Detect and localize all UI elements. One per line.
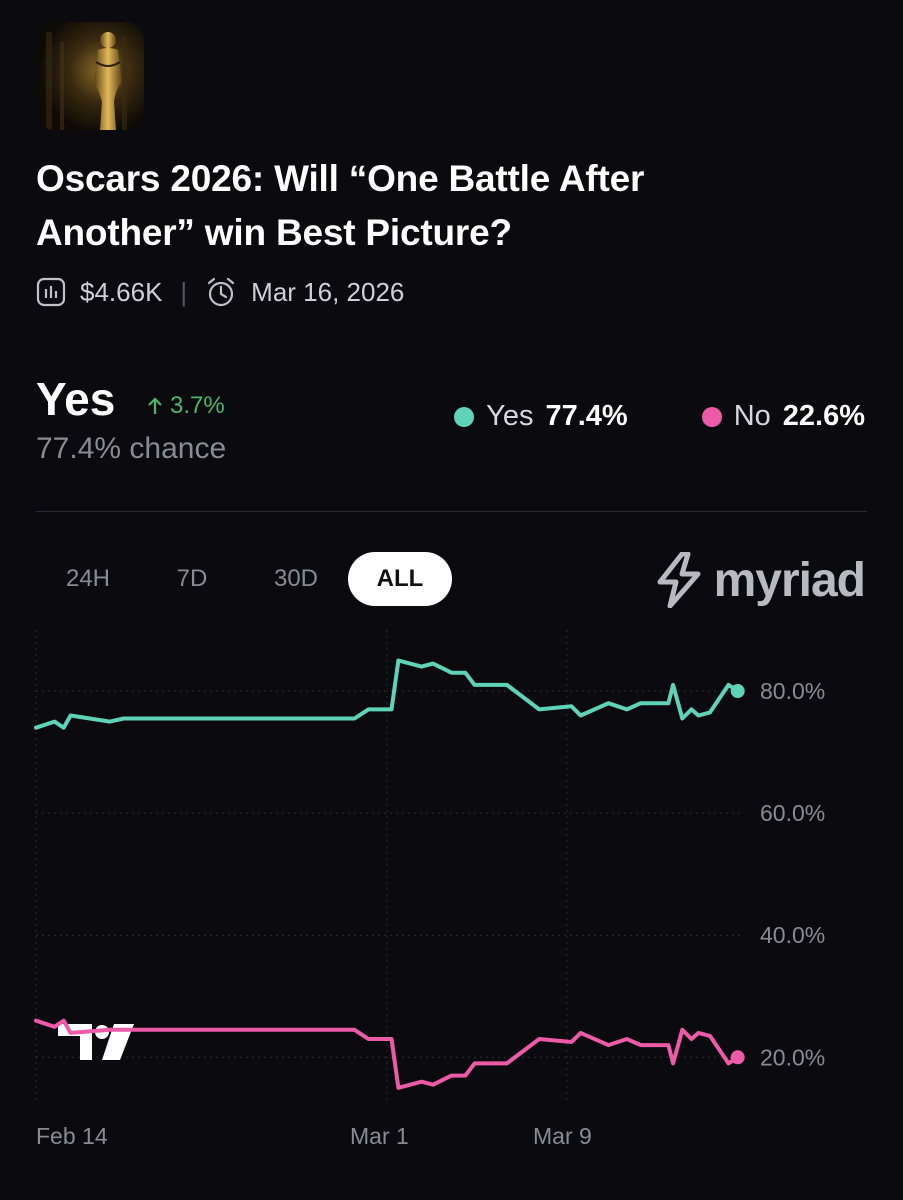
myriad-logo-icon (657, 552, 701, 608)
y-tick-label: 40.0% (760, 922, 825, 948)
volume-chart-icon (36, 277, 66, 307)
legend-dot-no (701, 406, 722, 427)
legend-value-yes: 77.4% (545, 400, 628, 432)
time-range-tabs: 24H 7D 30D ALL (36, 552, 452, 606)
price-chart[interactable]: 80.0% 60.0% 40.0% 20.0% Feb 14 Mar 1 Mar 9 (0, 620, 903, 1180)
outcome-change: 3.7% (146, 392, 225, 420)
legend-value-no: 22.6% (782, 400, 865, 432)
tab-7d[interactable]: 7D (176, 565, 208, 592)
x-tick-label: Feb 14 (36, 1123, 108, 1149)
y-tick-label: 60.0% (760, 800, 825, 826)
market-title-line-2: Another” win Best Picture? (36, 212, 512, 253)
outcome-chance: 77.4% chance (36, 432, 227, 465)
brand-name: myriad (713, 553, 866, 607)
market-thumbnail (36, 22, 144, 130)
alarm-clock-icon (208, 277, 235, 307)
market-title: Oscars 2026: Will “One Battle After Anot… (36, 152, 836, 260)
series-endpoint-no (730, 1050, 745, 1065)
meta-separator: | (180, 276, 188, 307)
chart-legend: Yes 77.4% No 22.6% (454, 400, 865, 433)
outcome-change-value: 3.7% (170, 392, 225, 419)
tab-24h[interactable]: 24H (65, 565, 111, 592)
series-line-no (34, 1018, 740, 1090)
x-tick-label: Mar 9 (533, 1123, 592, 1149)
volume-value: $4.66K (80, 276, 163, 307)
legend-name-yes: Yes (486, 400, 534, 432)
series-line-yes (34, 658, 740, 730)
brand-logo: myriad (654, 552, 866, 608)
outcome-label: Yes (36, 373, 116, 425)
end-date: Mar 16, 2026 (251, 276, 405, 307)
legend-item-yes: Yes 77.4% (454, 400, 628, 433)
y-tick-label: 20.0% (760, 1044, 825, 1070)
tab-all[interactable]: ALL (348, 552, 452, 606)
x-tick-label: Mar 1 (350, 1123, 409, 1149)
tab-30d[interactable]: 30D (273, 565, 319, 592)
legend-dot-yes (454, 406, 475, 427)
arrow-up-icon (148, 397, 162, 414)
oscar-statuette-image (46, 32, 127, 130)
market-title-line-1: Oscars 2026: Will “One Battle After (36, 158, 645, 199)
legend-name-no: No (733, 400, 771, 432)
market-meta: $4.66K | Mar 16, 2026 (36, 274, 404, 310)
section-divider (36, 511, 867, 512)
y-tick-label: 80.0% (760, 678, 825, 704)
legend-item-no: No 22.6% (701, 400, 865, 433)
series-endpoint-yes (730, 684, 745, 699)
